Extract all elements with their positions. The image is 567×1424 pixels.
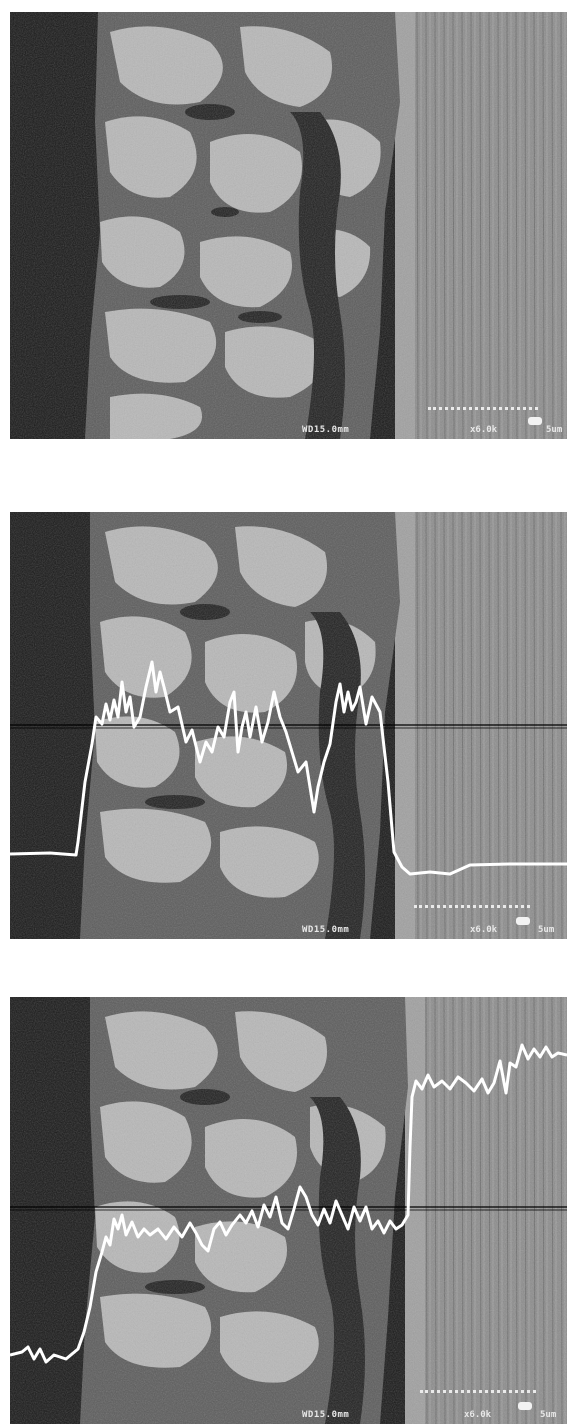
scale-label: 5um [546,425,563,435]
working-distance-label: WD15.0mm [302,1410,350,1420]
scale-bar-marker [516,917,530,925]
micrograph-image [10,512,567,939]
magnification-label: x6.0k [470,925,498,935]
magnification-label: x6.0k [470,425,498,435]
scale-label: 5um [540,1410,557,1420]
scale-bar-dots [420,1390,536,1396]
working-distance-label: WD15.0mm [302,925,350,935]
magnification-label: x6.0k [464,1410,492,1420]
micrograph-linescan-2: WD15.0mm x6.0k 5um [10,997,567,1424]
micrograph-image [10,12,567,439]
working-distance-label: WD15.0mm [302,425,350,435]
scale-bar-dots [414,905,530,911]
micrograph-image [10,997,567,1424]
scale-bar-dots [428,407,538,413]
scale-bar-marker [528,417,542,425]
linescan-trace [10,1043,567,1364]
linescan-trace [10,660,567,876]
micrograph-plain: WD15.0mm x6.0k 5um [10,12,567,439]
scale-label: 5um [538,925,555,935]
scale-bar-marker [518,1402,532,1410]
micrograph-linescan-1: WD15.0mm x6.0k 5um [10,512,567,939]
